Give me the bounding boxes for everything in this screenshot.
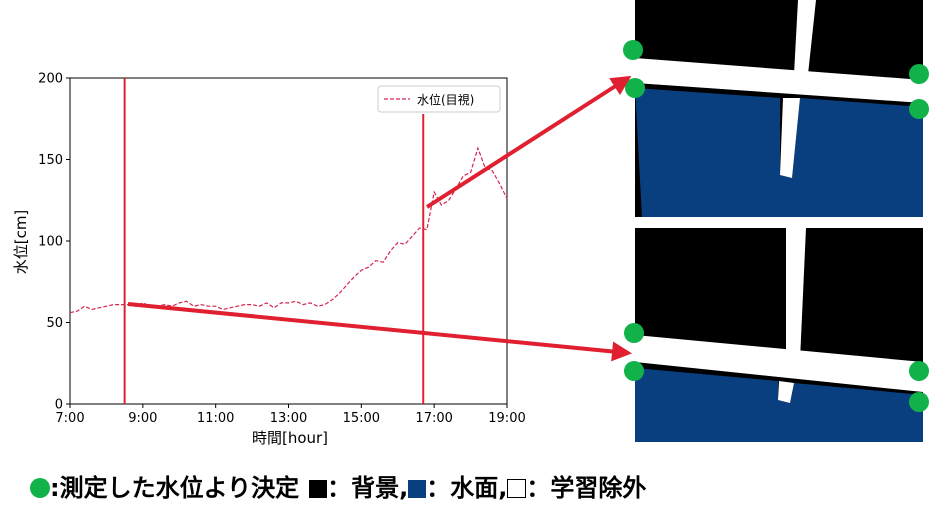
y-tick-label: 100 [38,235,63,250]
reference-point-marker [909,99,929,119]
reference-point-marker [909,64,929,84]
series-line-water-level [69,146,508,314]
mask-horizontal-bar [635,58,923,103]
y-axis-label: 水位[cm] [12,210,30,275]
reference-point-marker [623,40,643,60]
background-label: ：背景, [327,474,409,502]
excluded-label: ：学習除外 [526,474,647,502]
mask-water-region [635,368,923,442]
legend: 水位(目視) [377,85,501,113]
y-tick-label: 200 [38,72,63,87]
x-tick-label: 19:00 [488,411,525,426]
point-label: :測定した水位より決定 [50,474,300,502]
marker-lines [123,78,425,404]
y-tick-label: 150 [38,153,63,168]
reference-point-marker [625,78,645,98]
green-point-icon [30,478,50,498]
reference-point-marker [624,361,644,381]
plot-frame [69,77,508,405]
white-square-icon [507,479,527,498]
water-level-chart: 0 50 100 150 200 7:00 9:00 11:00 13:00 15:00 17:0… [12,72,526,448]
legend-caption: :測定した水位より決定 ：背景, ：水面, ：学習除外 [30,468,646,503]
x-tick-label: 11:00 [197,411,234,426]
arrow-to-high-water [425,75,632,209]
blue-square-icon [408,480,427,498]
arrow-to-low-water [127,302,632,362]
reference-point-marker [624,323,644,343]
x-axis-label: 時間[hour] [252,429,328,447]
x-tick-label: 15:00 [343,411,380,426]
y-axis-ticks: 0 50 100 150 200 [38,72,70,413]
x-tick-label: 7:00 [55,411,84,426]
water-label: ：水面, [426,474,508,502]
mask-vertical-bar [786,228,806,360]
mask-high-water [623,0,929,217]
y-tick-label: 0 [55,398,63,413]
x-axis-ticks: 7:00 9:00 11:00 13:00 15:00 17:00 19:00 [55,404,526,426]
legend-entry-water-level: 水位(目視) [417,92,474,107]
mask-post-gap [778,381,794,403]
mask-post-gap [780,98,800,178]
legend-box [377,85,501,113]
black-square-icon [309,480,328,498]
mask-low-water [624,228,929,442]
y-tick-label: 50 [46,316,63,331]
mask-vertical-bar [793,0,816,93]
x-tick-label: 9:00 [128,411,157,426]
mask-water-region [635,88,923,217]
x-tick-label: 13:00 [270,411,307,426]
reference-point-marker [909,361,929,381]
x-tick-label: 17:00 [415,411,452,426]
reference-point-marker [909,392,929,412]
mask-horizontal-bar [635,335,923,392]
